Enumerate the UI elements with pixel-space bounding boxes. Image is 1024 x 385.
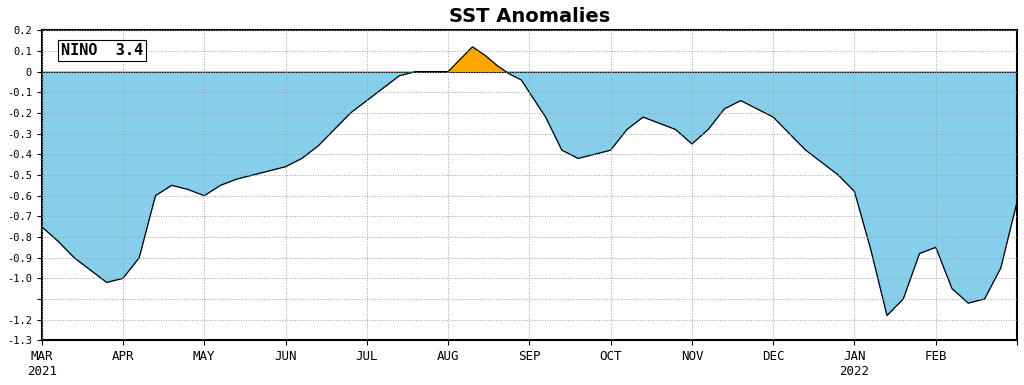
Title: SST Anomalies: SST Anomalies [449,7,610,26]
Text: NINO  3.4: NINO 3.4 [61,43,143,58]
